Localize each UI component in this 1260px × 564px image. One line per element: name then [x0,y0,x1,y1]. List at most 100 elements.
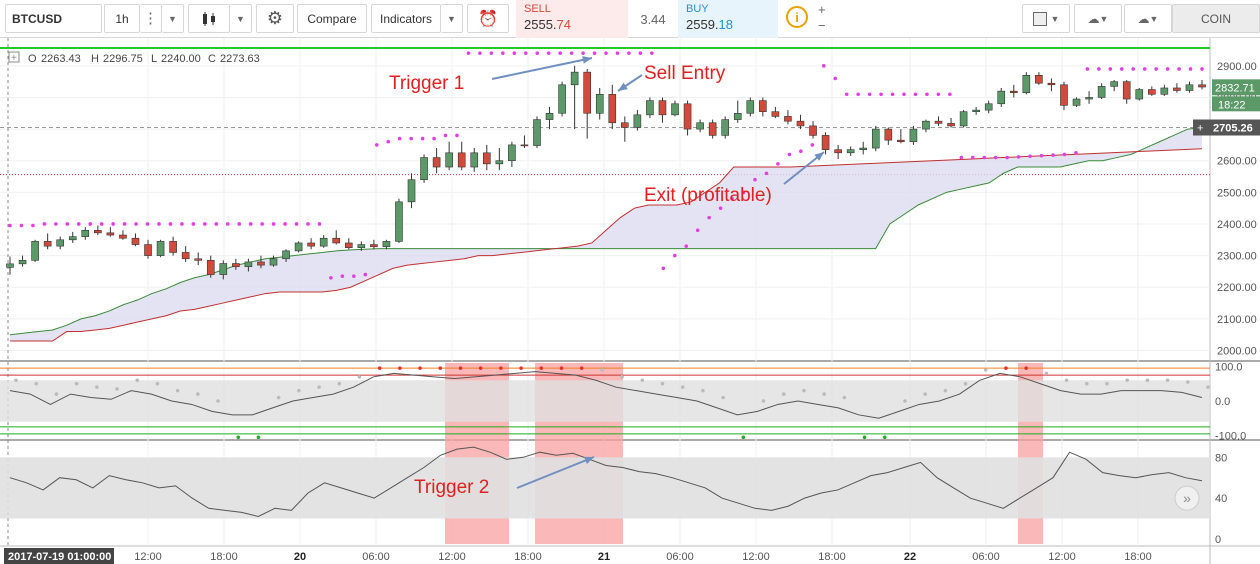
candle-body [696,122,704,130]
candle-body [959,111,968,127]
time-tick-label: 12:00 [134,551,162,563]
osc1-tick-label: 0.0 [1215,396,1230,408]
candle-body [219,263,228,275]
psar-dot [1051,153,1055,157]
osc1-dot [1024,366,1028,370]
psar-dot [1142,67,1147,71]
legend-c-label: C [208,53,216,65]
candle-body [972,109,980,112]
psar-dot [512,51,517,55]
candle-body [1072,98,1081,106]
osc1-dot [983,368,988,372]
symbol-field[interactable]: BTCUSD [5,4,102,33]
candle-body [31,241,39,261]
psar-dot [1177,67,1181,71]
oscillator-1 [0,366,1210,440]
info-icon[interactable]: i [786,6,808,28]
osc1-tick-label: -100.0 [1215,431,1246,443]
legend-toggle-icon[interactable] [8,51,20,63]
psar-dot [718,206,723,210]
layout-square-icon[interactable]: ▼ [1022,4,1070,33]
candle-body [169,241,177,253]
buy-box[interactable]: BUY 2559.18 [678,0,778,38]
psar-dot [650,51,654,55]
cloud-upload-icon[interactable]: ☁ ▼ [1124,4,1172,33]
minus-icon[interactable]: − [818,18,826,33]
candle-body [897,139,905,143]
psar-dot [1165,67,1170,71]
psar-dot [1154,67,1158,71]
osc1-dot [398,366,402,370]
psar-dot [741,190,746,195]
interval-button[interactable]: 1h [104,4,140,33]
psar-dot [455,133,459,138]
exit-arrow-head [814,152,824,161]
psar-dot [1119,67,1124,71]
osc1-dot [519,366,523,370]
axes: 2900.002800.002700.002600.002500.002400.… [4,61,1260,564]
candle-body [884,128,893,141]
psar-dot [260,222,264,226]
compare-button[interactable]: Compare [297,4,367,33]
psar-dot [225,222,230,226]
annotations: Trigger 1 Sell Entry Exit (profitable) Trig… [389,56,825,498]
psar-dot [523,51,528,55]
indicators-chevron-down-icon[interactable]: ▼ [441,4,463,33]
psar-dot [558,51,562,55]
psar-dot [879,92,883,97]
coin-button[interactable]: COIN [1172,4,1260,33]
osc1-dot [74,381,79,386]
psar-dot [88,222,93,226]
chart-style-chevron-down-icon[interactable]: ▼ [230,4,252,33]
time-tick-label: 18:00 [1124,551,1152,563]
candle-body [809,125,817,136]
more-options-icon[interactable]: ⋮ [140,4,162,33]
candle-body [232,263,240,267]
crosshair-price-badge [1193,119,1260,136]
osc1-dot [640,378,645,383]
trigger1-arrow [491,57,593,80]
indicators-button[interactable]: Indicators [371,4,441,33]
legend-c-value: 2273.63 [220,53,260,65]
sell-box[interactable]: SELL 2555.74 [516,0,628,38]
psar-dot [684,244,689,248]
candle-body [846,149,855,154]
osc1-dot [1084,381,1089,386]
psar-dot [99,222,104,226]
chart-style-candles-icon[interactable] [188,4,230,33]
candle-body [947,123,955,127]
legend-h-label: H [91,53,99,65]
candle-body [131,237,140,245]
buy-price-main: 2559. [686,17,719,32]
candle-body [6,263,14,268]
sell-entry-label: Sell Entry [644,63,726,84]
candle-body [671,103,679,116]
candle-body [1035,75,1043,84]
candle-body [583,71,591,114]
time-badge [4,548,114,564]
psar-dot [294,222,299,226]
plus-icon[interactable]: + [818,2,826,17]
osc1-dot [660,381,665,386]
osc2-tick-label: 0 [1215,534,1221,546]
interval-chevron-down-icon[interactable]: ▼ [162,4,184,33]
candle-body [144,244,152,256]
psar-dot [581,51,585,55]
candle-body [1122,81,1131,100]
settings-gear-icon[interactable]: ⚙ [256,4,294,33]
psar-dot [340,274,345,278]
psar-dot [615,51,620,55]
osc1-dot [478,366,483,370]
cloud-download-icon[interactable]: ☁ ▼ [1074,4,1122,33]
osc1-dot [438,366,443,370]
psar-dot [363,272,368,277]
osc1-dot [680,385,685,389]
osc1-dot [276,395,281,400]
candles-glyph [203,11,215,26]
chart-canvas[interactable]: 2900.002800.002700.002600.002500.002400.… [0,38,1260,564]
candle-body [1198,84,1206,88]
alert-clock-icon[interactable]: ⏰ [467,4,509,33]
time-tick-label: 22 [904,551,916,563]
candle-body [558,84,566,114]
osc1-dot [721,395,725,400]
